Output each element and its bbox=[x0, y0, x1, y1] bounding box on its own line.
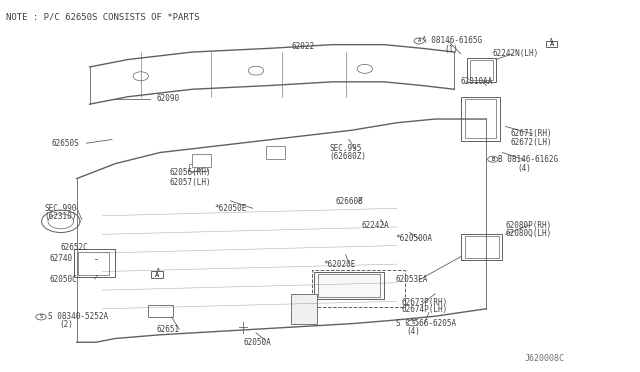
Text: 62050A: 62050A bbox=[243, 338, 271, 347]
Bar bbox=[546, 41, 557, 47]
Text: S: S bbox=[39, 314, 43, 320]
Text: 62050C: 62050C bbox=[50, 275, 77, 283]
Bar bbox=[148, 305, 173, 317]
Text: S 08340-5252A: S 08340-5252A bbox=[48, 312, 108, 321]
Text: SEC.990: SEC.990 bbox=[45, 204, 77, 213]
Text: *62050E: *62050E bbox=[214, 204, 247, 213]
Bar bbox=[318, 274, 380, 297]
Text: NOTE : P/C 62650S CONSISTS OF *PARTS: NOTE : P/C 62650S CONSISTS OF *PARTS bbox=[6, 12, 200, 21]
Bar bbox=[189, 164, 207, 171]
Text: 62650S: 62650S bbox=[51, 139, 79, 148]
Text: 62080P(RH): 62080P(RH) bbox=[506, 221, 552, 230]
Text: 62674P(LH): 62674P(LH) bbox=[402, 305, 448, 314]
Text: (62680Z): (62680Z) bbox=[330, 153, 367, 161]
Text: 62672(LH): 62672(LH) bbox=[511, 138, 552, 147]
Bar bbox=[74, 249, 115, 277]
Text: 62090: 62090 bbox=[157, 94, 180, 103]
Text: A: A bbox=[550, 41, 554, 47]
Bar bbox=[266, 146, 285, 159]
Text: 62671(RH): 62671(RH) bbox=[511, 129, 552, 138]
Bar bbox=[465, 236, 499, 258]
Bar bbox=[470, 60, 493, 80]
Bar bbox=[461, 97, 500, 141]
Text: 62053EA: 62053EA bbox=[396, 275, 428, 284]
Text: 62056(RH): 62056(RH) bbox=[170, 169, 211, 177]
Circle shape bbox=[36, 314, 46, 320]
Text: J620008C: J620008C bbox=[525, 355, 564, 363]
Bar bbox=[467, 58, 496, 82]
Text: A: A bbox=[156, 268, 160, 277]
Text: 62652C: 62652C bbox=[61, 243, 88, 252]
Text: 62660B: 62660B bbox=[336, 197, 364, 206]
Text: A: A bbox=[417, 38, 421, 44]
Circle shape bbox=[133, 72, 148, 81]
Text: 62740: 62740 bbox=[50, 254, 73, 263]
Text: SEC.995: SEC.995 bbox=[330, 144, 362, 153]
Bar bbox=[78, 252, 109, 275]
Text: *620500A: *620500A bbox=[396, 234, 433, 243]
Text: 62010AA: 62010AA bbox=[461, 77, 493, 86]
Text: (4): (4) bbox=[517, 164, 531, 173]
Text: S 08566-6205A: S 08566-6205A bbox=[396, 319, 456, 328]
Text: (2): (2) bbox=[59, 320, 73, 329]
Text: B: B bbox=[491, 157, 495, 162]
Circle shape bbox=[408, 320, 418, 326]
Bar bbox=[151, 271, 163, 278]
Text: 62057(LH): 62057(LH) bbox=[170, 178, 211, 187]
Circle shape bbox=[248, 66, 264, 75]
Text: B 08146-6162G: B 08146-6162G bbox=[498, 155, 558, 164]
Text: A 08146-6165G: A 08146-6165G bbox=[422, 36, 483, 45]
Bar bbox=[192, 154, 211, 167]
Text: (62310): (62310) bbox=[45, 212, 77, 221]
Circle shape bbox=[414, 38, 424, 44]
Bar bbox=[461, 234, 502, 260]
Text: (4): (4) bbox=[406, 327, 420, 336]
Circle shape bbox=[357, 64, 372, 73]
Circle shape bbox=[488, 156, 498, 162]
Text: 62673P(RH): 62673P(RH) bbox=[402, 298, 448, 307]
Bar bbox=[314, 272, 384, 299]
Bar bbox=[312, 270, 405, 307]
Text: 62242N(LH): 62242N(LH) bbox=[493, 49, 539, 58]
Bar bbox=[291, 294, 317, 324]
Text: 62651: 62651 bbox=[157, 325, 180, 334]
Text: 62080Q(LH): 62080Q(LH) bbox=[506, 229, 552, 238]
Text: A: A bbox=[548, 38, 553, 47]
Text: 62242A: 62242A bbox=[362, 221, 389, 230]
Text: S: S bbox=[411, 320, 415, 326]
Text: 62022: 62022 bbox=[291, 42, 314, 51]
Text: A: A bbox=[155, 272, 159, 278]
Text: *62020E: *62020E bbox=[324, 260, 356, 269]
Bar bbox=[465, 99, 496, 138]
Text: (1): (1) bbox=[445, 45, 459, 54]
